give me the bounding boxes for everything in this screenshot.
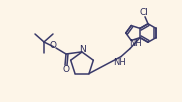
Text: NH: NH xyxy=(114,58,126,67)
Text: N: N xyxy=(80,44,86,54)
Text: Cl: Cl xyxy=(140,8,149,17)
Text: NH: NH xyxy=(129,39,142,48)
Text: O: O xyxy=(50,42,56,50)
Text: O: O xyxy=(62,65,70,74)
